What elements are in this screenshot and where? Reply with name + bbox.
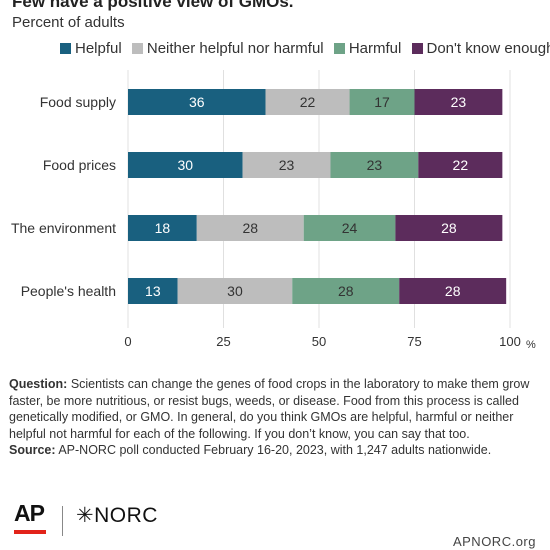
legend-swatch	[131, 43, 143, 54]
bar-segment	[196, 215, 304, 241]
source-note: Source: AP-NORC poll conducted February …	[9, 442, 541, 459]
x-tick-label: 50	[312, 334, 326, 349]
legend-swatch	[333, 43, 345, 54]
source-text: AP-NORC poll conducted February 16-20, 2…	[55, 443, 492, 457]
category-label: Food supply	[40, 94, 116, 110]
data-label: 23	[451, 94, 467, 110]
legend-item-harmful: Harmful	[333, 40, 402, 57]
data-label: 30	[227, 283, 243, 299]
legend-item-neither: Neither helpful nor harmful	[131, 40, 324, 57]
legend-swatch	[60, 43, 71, 54]
bar-segment	[330, 152, 419, 178]
chart-subtitle: Percent of adults	[12, 14, 125, 31]
legend-item-dont-know: Don't know enough	[411, 40, 550, 57]
bar-segment	[128, 152, 243, 178]
category-label: People's health	[21, 283, 116, 299]
bar-segment	[265, 89, 350, 115]
data-label: 17	[374, 94, 390, 110]
legend-label: Don't know enough	[426, 40, 550, 57]
data-label: 28	[445, 283, 461, 299]
data-label: 22	[300, 94, 316, 110]
bar-segment	[303, 215, 396, 241]
x-tick-label: 25	[216, 334, 230, 349]
chart-title: Few have a positive view of GMOs.	[12, 0, 294, 11]
data-label: 18	[155, 220, 171, 236]
legend-label: Neither helpful nor harmful	[146, 40, 324, 57]
ap-logo-bar	[14, 530, 46, 534]
data-label: 28	[242, 220, 258, 236]
bar-segment	[418, 152, 503, 178]
data-label: 13	[145, 283, 161, 299]
bar-segment	[242, 152, 331, 178]
x-tick-label: 100	[499, 334, 521, 349]
legend: Helpful Neither helpful nor harmful Harm…	[60, 40, 550, 58]
category-label: Food prices	[43, 157, 116, 173]
bar-segment	[128, 215, 197, 241]
legend-swatch	[411, 43, 423, 54]
bar-segment	[128, 278, 178, 304]
data-label: 23	[367, 157, 383, 173]
chart-notes: Question: Scientists can change the gene…	[9, 376, 541, 459]
footer-url: APNORC.org	[452, 534, 536, 549]
data-label: 36	[189, 94, 205, 110]
stacked-bar-chart: Food supply 36 22 17 23 Food prices 30 23 23 22 Th…	[11, 70, 536, 351]
bar-segment	[399, 278, 507, 304]
bar-segment	[128, 89, 266, 115]
ap-logo: AP	[14, 500, 45, 526]
question-note: Question: Scientists can change the gene…	[9, 376, 541, 442]
logo-divider	[62, 506, 63, 536]
legend-item-helpful: Helpful	[60, 40, 122, 57]
data-label: 28	[338, 283, 354, 299]
x-unit-label: %	[526, 339, 536, 351]
data-label: 24	[342, 220, 358, 236]
bar-segment	[292, 278, 400, 304]
legend-label: Harmful	[348, 40, 402, 57]
x-tick-label: 75	[407, 334, 421, 349]
norc-logo: ✳NORC	[76, 504, 158, 527]
category-label: The environment	[11, 220, 116, 236]
bar-segment	[414, 89, 503, 115]
data-label: 30	[178, 157, 194, 173]
bar-segment	[395, 215, 503, 241]
source-label: Source:	[9, 443, 56, 457]
question-text: Scientists can change the genes of food …	[9, 377, 530, 441]
data-label: 23	[279, 157, 295, 173]
question-label: Question:	[9, 377, 68, 391]
data-label: 28	[441, 220, 457, 236]
bar-segment	[177, 278, 293, 304]
data-label: 22	[453, 157, 469, 173]
bar-segment	[349, 89, 415, 115]
legend-label: Helpful	[75, 40, 122, 57]
x-tick-label: 0	[124, 334, 131, 349]
